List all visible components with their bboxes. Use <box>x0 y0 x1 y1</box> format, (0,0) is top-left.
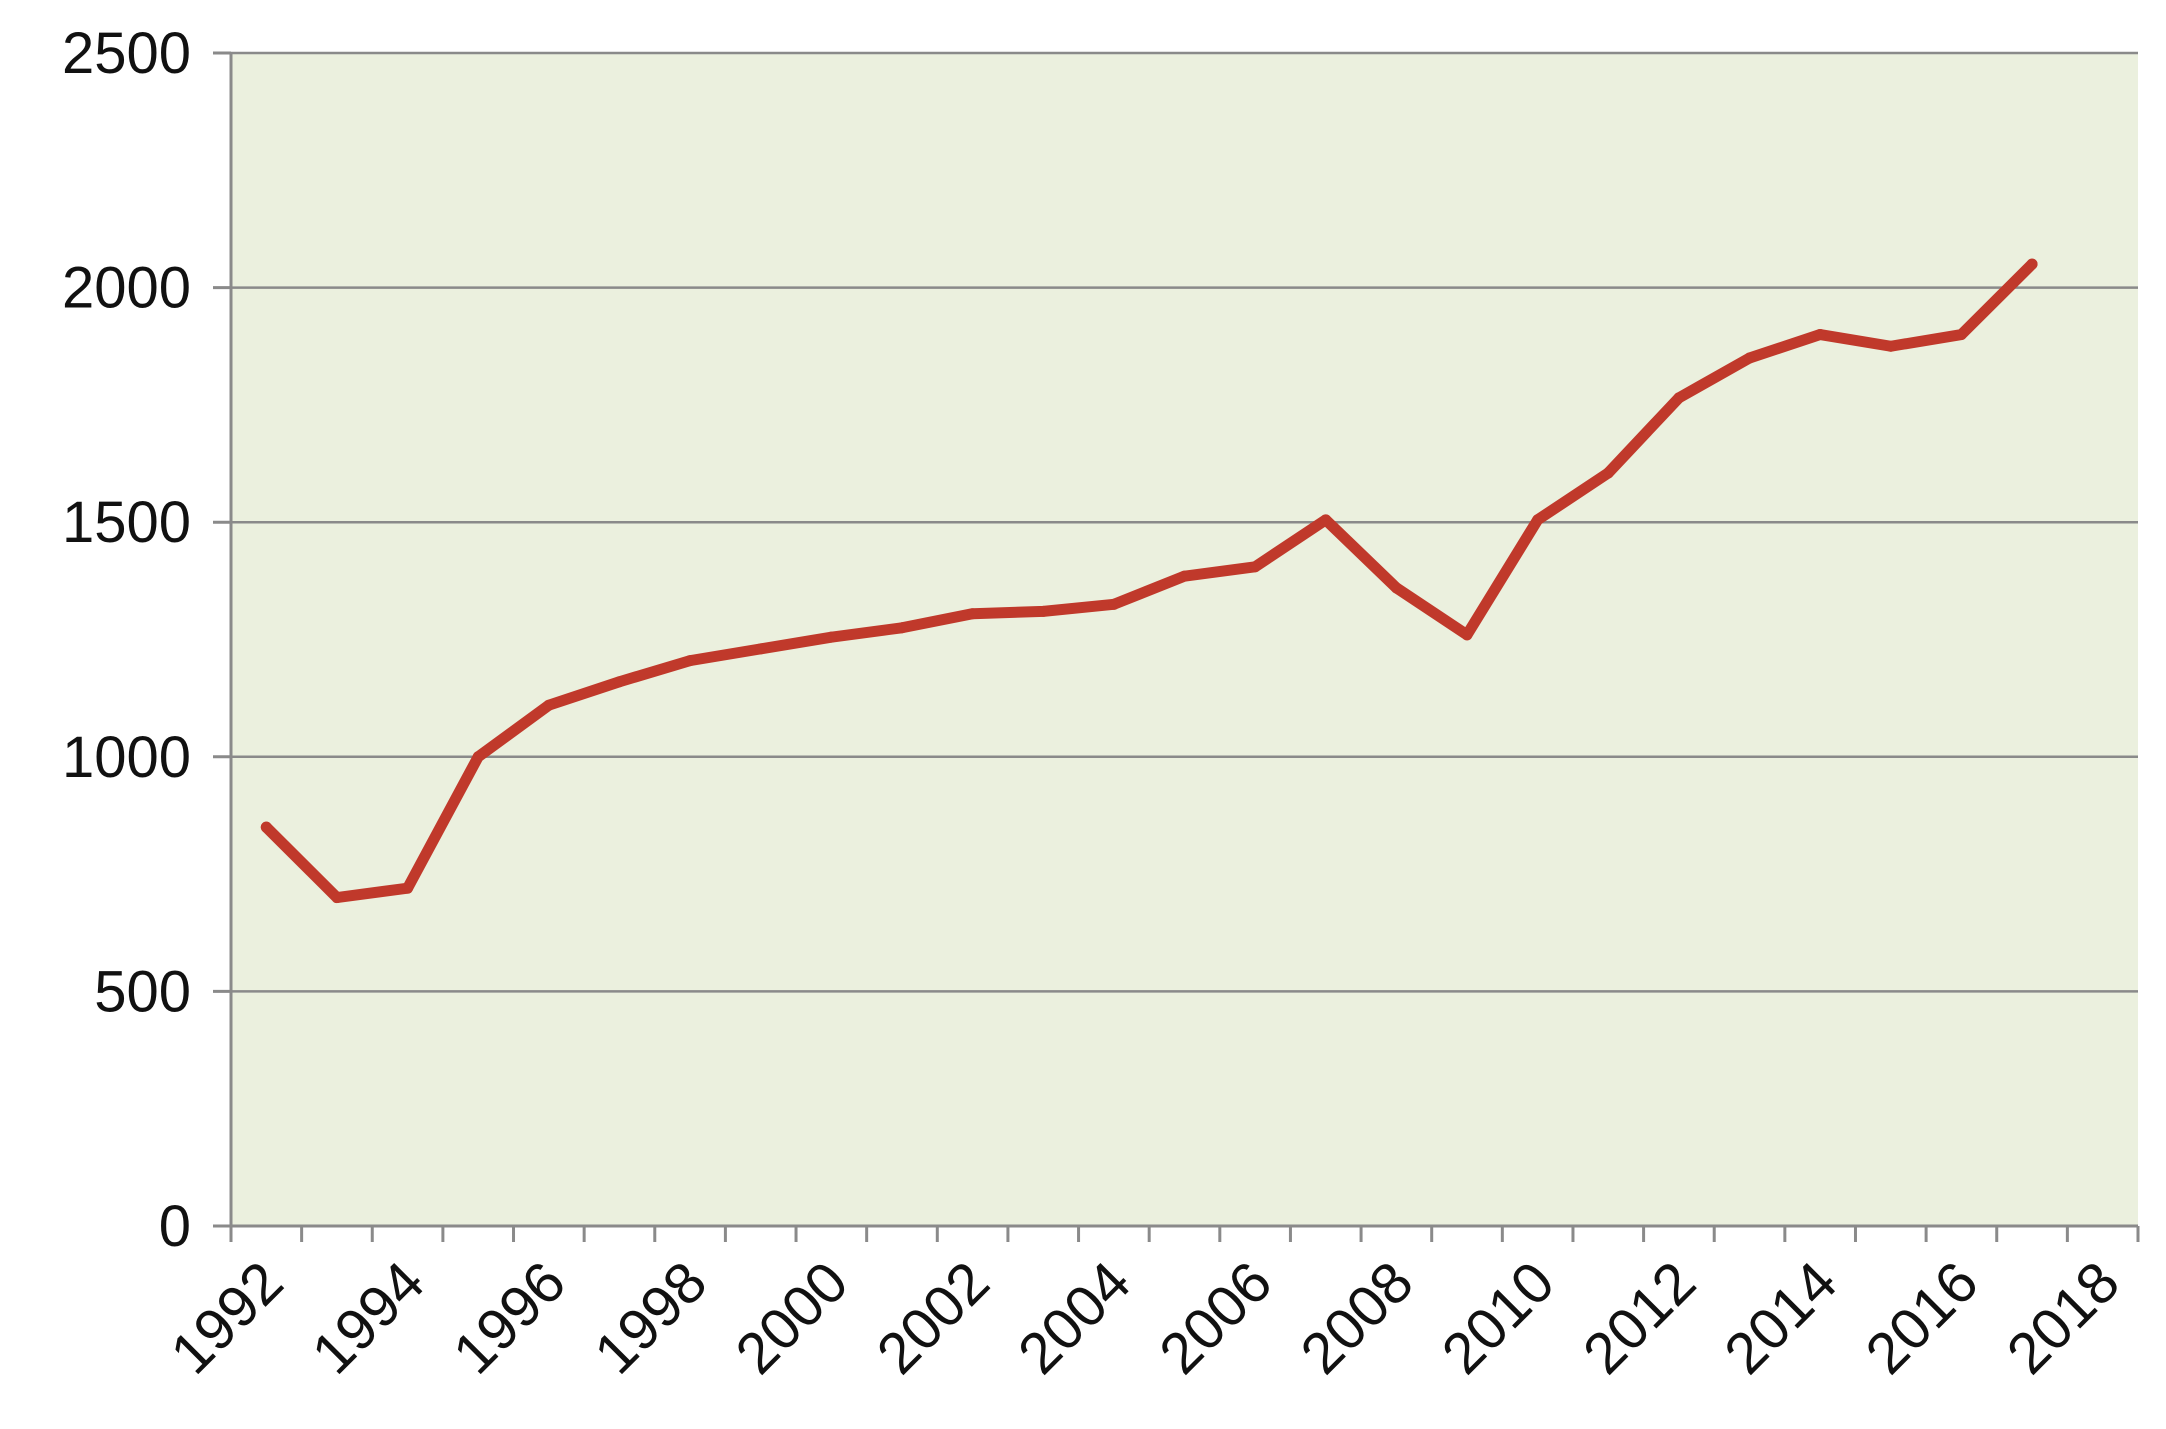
gridlines <box>231 51 2138 993</box>
data-point-2011 <box>1602 467 1614 479</box>
series-line-0 <box>260 258 2038 904</box>
data-point-2008 <box>1390 582 1402 594</box>
data-point-1997 <box>613 676 625 688</box>
axes <box>229 53 2138 1228</box>
data-point-2006 <box>1249 561 1261 573</box>
x-tick-label-1994: 1994 <box>300 1249 437 1386</box>
x-tick-label-2006: 2006 <box>1147 1249 1284 1386</box>
x-tick-label-2008: 2008 <box>1288 1249 1425 1386</box>
y-tick-label-2000: 2000 <box>62 256 191 321</box>
x-tick-label-1992: 1992 <box>158 1249 295 1386</box>
data-point-1994 <box>402 882 414 894</box>
y-tick-label-2500: 2500 <box>62 21 191 86</box>
data-point-1995 <box>472 751 484 763</box>
x-tick-label-2014: 2014 <box>1712 1249 1849 1386</box>
data-point-2000 <box>825 631 837 643</box>
x-tick-label-2018: 2018 <box>1995 1249 2132 1386</box>
y-tick-label-500: 500 <box>94 959 191 1024</box>
data-point-2014 <box>1814 329 1826 341</box>
y-axis-ticks: 0 500 1000 1500 2000 2500 <box>62 21 231 1259</box>
plot-background <box>231 53 2138 1226</box>
data-point-1999 <box>755 643 767 655</box>
data-point-2002 <box>967 608 979 620</box>
data-point-2005 <box>1179 570 1190 582</box>
data-point-1992 <box>260 821 272 833</box>
x-tick-label-2016: 2016 <box>1853 1249 1990 1386</box>
y-tick-label-1000: 1000 <box>62 725 191 790</box>
data-point-2009 <box>1461 629 1473 641</box>
x-tick-label-1998: 1998 <box>582 1249 719 1386</box>
data-point-2016 <box>1955 329 1967 341</box>
data-point-1998 <box>684 655 696 667</box>
y-tick-label-0: 0 <box>159 1194 191 1259</box>
y-tick-label-1500: 1500 <box>62 490 191 555</box>
x-tick-label-2002: 2002 <box>865 1249 1002 1386</box>
data-point-1996 <box>543 699 555 711</box>
data-point-2001 <box>896 622 908 634</box>
data-point-1993 <box>331 892 343 904</box>
x-tick-label-2010: 2010 <box>1430 1249 1567 1386</box>
x-tick-label-2000: 2000 <box>723 1249 860 1386</box>
data-point-2017 <box>2026 258 2038 270</box>
data-point-2003 <box>1037 605 1049 617</box>
data-point-2012 <box>1673 392 1685 404</box>
data-point-2004 <box>1108 598 1120 610</box>
x-tick-label-2012: 2012 <box>1571 1249 1708 1386</box>
data-point-2010 <box>1532 514 1544 526</box>
x-tick-label-1996: 1996 <box>441 1249 578 1386</box>
series-layer <box>260 258 2038 904</box>
x-tick-label-2004: 2004 <box>1006 1249 1143 1386</box>
data-point-2015 <box>1885 340 1897 352</box>
data-point-2013 <box>1744 352 1756 364</box>
x-axis-ticks: 1992 1994 1996 1998 2000 2002 2004 2006 2008 2010… <box>158 1226 2140 1386</box>
data-point-2007 <box>1320 514 1332 526</box>
